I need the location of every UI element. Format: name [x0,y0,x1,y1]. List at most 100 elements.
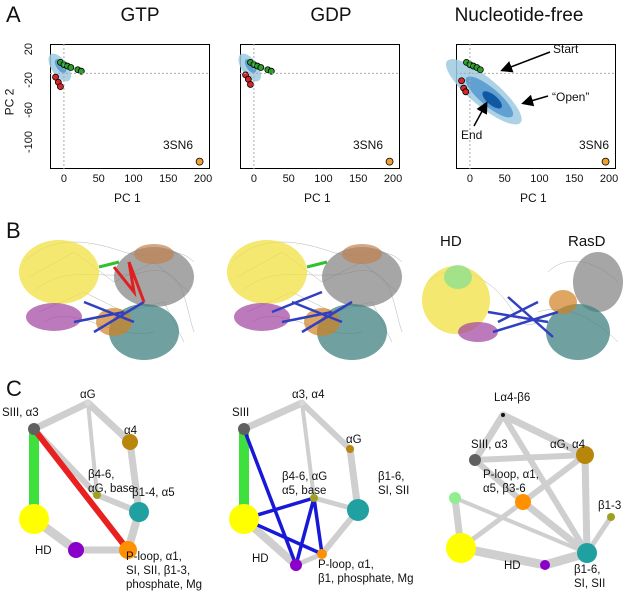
node-ag [85,400,91,406]
network-middle [229,399,369,571]
point-end [247,81,254,88]
node-b46 [310,494,318,502]
point-start [67,64,75,71]
y-axis-label: PC 2 [2,88,17,116]
point-start [267,67,275,75]
node-b14 [129,502,149,522]
node-hd [540,560,550,570]
node-hd [68,542,84,558]
node-label-b14: β1-4, α5 [132,487,175,499]
x-tick-label: 150 [565,173,584,185]
node-label-a34: α3, α4 [292,389,325,401]
x-tick-label: 200 [599,173,619,185]
x-axis-label: PC 1 [114,191,141,205]
node-label-ag: αG [346,434,362,446]
node-ploop [119,541,137,559]
node-b16 [347,499,369,521]
node-ag [346,445,354,453]
x-tick-label: 200 [383,173,403,185]
node-yellow [446,533,476,563]
x-tick-label: 50 [282,173,295,185]
node-siii [238,423,250,435]
x-tick-label: 0 [250,173,257,185]
node-ag [576,446,594,464]
plot-title-gdp: GDP [310,5,352,26]
x-tick-label: 150 [159,173,178,185]
structure-label-hd: HD [440,233,462,250]
node-label-b13: β1-3 [598,500,622,512]
point-end [462,88,470,96]
node-a34 [299,400,305,406]
point-end [57,83,64,91]
node-b13 [607,513,615,521]
node-label-siii: SIII, α3 [2,407,39,419]
node-label-hd: HD [252,553,269,565]
x-tick-label: 0 [466,173,473,185]
x-tick-label: 50 [498,173,511,185]
scatter-plot-gtp [48,44,210,169]
node-yellow [229,504,259,534]
node-label-b16: β1-6, SI, SII [574,564,606,590]
node-label-b46: β4-6, αG, base [88,469,135,495]
structure-gtp [19,240,195,360]
annotation-start: Start [553,42,579,56]
density-cloud [445,59,522,125]
node-label-ploop: P-loop, α1, α5, β3-6 [483,469,539,495]
point-3sn6 [601,157,610,166]
node-label-ag: αG [80,389,96,401]
y-tick-label: -60 [23,101,35,118]
point-end [458,77,465,85]
y-tick-label: 20 [23,42,35,55]
point-3sn6 [385,157,394,166]
node-label-la4: Lα4-β6 [494,392,531,404]
node-la4 [501,413,505,417]
node-b16 [577,543,597,563]
node-label-siii: SIII [232,407,250,419]
structure-gdp [227,240,403,360]
x-tick-label: 100 [530,173,549,185]
reference-label-gtp: 3SN6 [163,138,194,152]
node-ploop [317,549,327,559]
point-end [52,73,59,81]
y-tick-label: -100 [23,130,35,153]
structure-label-rasd: RasD [568,233,606,250]
panel-label-a: A [6,2,21,27]
node-label-siii: SIII, α3 [471,439,508,451]
x-tick-label: 150 [349,173,368,185]
network-right [446,411,615,570]
node-green [449,492,461,504]
x-tick-label: 100 [314,173,333,185]
annotation-open: “Open” [552,90,590,104]
reference-label-nf: 3SN6 [579,138,610,152]
scatter-plot-gdp [238,44,400,169]
x-axis-label: PC 1 [520,191,547,205]
node-label-b46: β4-6, αG α5, base [282,471,328,497]
node-a4 [122,434,138,450]
panel-label-b: B [6,218,21,243]
node-label-hd: HD [504,560,521,572]
node-yellow [19,504,49,534]
x-axis-label: PC 1 [304,191,331,205]
node-label-a4: α4 [124,425,138,437]
node-label-ploop: P-loop, α1, β1, phosphate, Mg [318,559,414,585]
x-tick-label: 100 [124,173,143,185]
x-tick-label: 50 [92,173,105,185]
point-start [476,66,484,74]
point-3sn6 [195,157,204,166]
reference-label-gdp: 3SN6 [353,138,384,152]
node-siii [28,423,40,435]
panel-label-c: C [6,376,22,401]
node-ploop [515,494,531,510]
plot-title-nucleotide-free: Nucleotide-free [454,5,584,26]
annotation-end: End [461,128,483,142]
network-left [19,399,149,559]
y-tick-label: -20 [23,72,35,89]
node-label-b16: β1-6, SI, SII [378,471,410,497]
node-label-ploop: P-loop, α1, SI, SII, β1-3, phosphate, Mg [126,551,203,591]
x-tick-label: 0 [60,173,67,185]
node-label-hd: HD [35,545,52,557]
node-label-ag: αG, α4 [550,439,586,451]
node-hd [290,559,302,571]
node-b46 [93,491,101,499]
point-start [257,64,265,71]
